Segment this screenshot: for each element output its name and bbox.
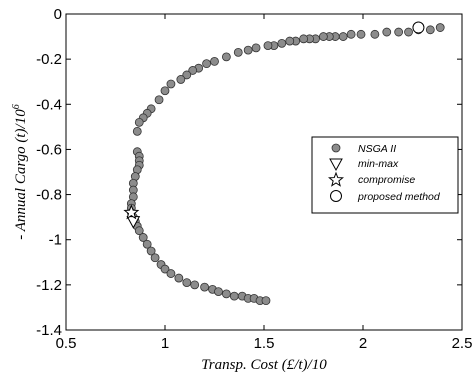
legend: NSGA II min-max compromise proposed meth… [311, 136, 459, 214]
x-tick-label: 2.5 [452, 335, 473, 352]
y-tick-label: -1.2 [36, 277, 62, 294]
proposed-method-point [412, 21, 425, 34]
nsga-point [134, 117, 144, 127]
y-tick-label: -0.8 [36, 187, 62, 204]
y-tick-labels: 0 -0.2 -0.4 -0.6 -0.8 -1 -1.2 -1.4 [36, 6, 62, 339]
nsga-point [251, 43, 261, 53]
y-tick-label: -0.6 [36, 141, 62, 158]
nsga-point [382, 27, 392, 37]
nsga-point [261, 296, 271, 306]
nsga-point [142, 239, 152, 249]
nsga-point [200, 282, 210, 292]
nsga-point [346, 29, 356, 39]
nsga-point [229, 291, 239, 301]
legend-marker-compromise [328, 171, 344, 187]
x-tick-label: 2 [359, 335, 367, 352]
nsga-point [243, 45, 253, 55]
nsga-point [435, 23, 445, 32]
legend-label-min-max: min-max [358, 158, 399, 170]
nsga-point [202, 59, 211, 69]
nsga-point [277, 38, 287, 48]
legend-marker-nsga [331, 143, 341, 153]
legend-marker-min-max [329, 158, 343, 172]
nsga-point [356, 29, 366, 39]
nsga-point [394, 27, 404, 37]
nsga-point [182, 278, 192, 288]
y-axis-title-main: - Annual Cargo (t)/10 [13, 109, 29, 240]
nsga-point [210, 57, 219, 66]
legend-marker-proposed [330, 190, 342, 202]
y-tick-label: 0 [54, 6, 62, 23]
x-axis-title: Transp. Cost (£/t)/10 [201, 357, 327, 373]
nsga-point [318, 32, 328, 41]
nsga-point [338, 32, 348, 41]
y-tick-label: -0.2 [36, 51, 62, 68]
nsga-point [150, 253, 160, 263]
y-tick-label: -1 [49, 232, 62, 249]
nsga-point [221, 289, 231, 299]
data-points [123, 21, 445, 306]
nsga-point [370, 29, 380, 39]
nsga-point [188, 66, 198, 75]
nsga-point [214, 287, 223, 297]
svg-text:- Annual Cargo (t)/106: - Annual Cargo (t)/106 [11, 104, 29, 239]
nsga-point [299, 34, 309, 44]
nsga-point [190, 280, 200, 290]
x-tick-label: 0.5 [56, 335, 77, 352]
nsga-point [182, 70, 192, 80]
nsga-point [166, 269, 176, 278]
nsga-point [233, 47, 243, 57]
x-tick-label: 1 [161, 335, 169, 352]
axis-ticks [65, 13, 463, 331]
nsga-point [132, 126, 142, 136]
nsga-point [285, 36, 295, 46]
nsga-point [138, 233, 148, 242]
nsga-point [404, 27, 413, 37]
legend-label-nsga: NSGA II [358, 143, 396, 155]
x-tick-labels: 0.5 1 1.5 2 2.5 [56, 335, 473, 352]
nsga-point [146, 246, 156, 256]
nsga-point [263, 41, 273, 50]
nsga-point [166, 79, 176, 89]
nsga-point [425, 25, 435, 35]
legend-label-compromise: compromise [358, 174, 415, 186]
nsga-point [176, 75, 186, 84]
y-axis-title-exponent: 6 [11, 104, 22, 109]
x-tick-label: 1.5 [254, 335, 275, 352]
nsga-point [160, 86, 170, 96]
nsga-point [221, 52, 231, 62]
nsga-point [160, 264, 170, 274]
compromise-point [123, 204, 140, 220]
y-axis-title: - Annual Cargo (t)/106 [11, 104, 29, 239]
legend-label-proposed: proposed method [357, 191, 441, 203]
y-tick-label: -1.4 [36, 322, 62, 339]
nsga-point [154, 95, 164, 105]
nsga-point [174, 273, 184, 283]
nsga-point [134, 226, 144, 236]
y-tick-label: -0.4 [36, 96, 62, 113]
